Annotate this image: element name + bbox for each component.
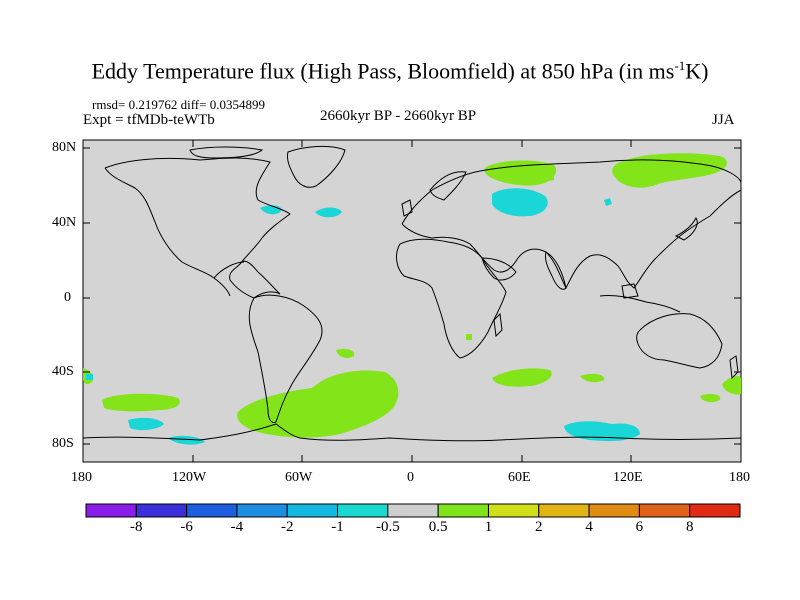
colorbar-label: -2 xyxy=(280,519,294,535)
lon-label-60e: 60E xyxy=(508,470,531,485)
coast-greenland xyxy=(287,145,346,188)
colorbar-swatch xyxy=(689,503,741,518)
coast-africa xyxy=(396,238,507,359)
patch-siberia-west xyxy=(484,160,557,186)
patch-sw-atlantic-small xyxy=(466,334,472,340)
coast-madagascar xyxy=(493,312,503,338)
patch-indian-east xyxy=(580,373,605,383)
coast-arabia xyxy=(481,257,517,281)
coast-uk xyxy=(401,199,413,217)
colorbar-label: -6 xyxy=(180,519,193,535)
title-main: Eddy Temperature flux (High Pass, Bloomf… xyxy=(91,58,675,84)
positive-anomaly-patches xyxy=(83,153,741,438)
colorbar-label: 1 xyxy=(484,519,493,535)
patch-indian-sub xyxy=(564,421,640,442)
patch-indian-south xyxy=(492,368,552,387)
colorbar-label: 6 xyxy=(635,519,644,535)
patch-southern-pacific xyxy=(102,393,180,412)
coast-north-america xyxy=(104,157,291,299)
coast-na-west xyxy=(104,167,231,297)
patch-kara xyxy=(542,172,554,182)
title-superscript: -1 xyxy=(674,58,686,73)
patch-south-pacific-north xyxy=(336,348,355,358)
coast-gulf xyxy=(213,261,245,279)
colorbar-label: -8 xyxy=(130,519,143,535)
axis-ticks xyxy=(82,140,742,462)
colorbar-label: -0.5 xyxy=(375,519,400,535)
coast-borneo xyxy=(621,283,639,299)
colorbar-label: 4 xyxy=(585,519,593,535)
lat-label-80s: 80S xyxy=(52,436,74,451)
negative-anomaly-patches xyxy=(86,188,640,445)
chart-title: Eddy Temperature flux (High Pass, Bloomf… xyxy=(0,58,800,84)
period-label: 2660kyr BP - 2660kyr BP xyxy=(320,108,477,124)
coastlines xyxy=(82,145,742,442)
colorbar-swatch xyxy=(236,503,288,518)
colorbar-label: -1 xyxy=(331,519,344,535)
patch-north-atlantic xyxy=(315,207,342,218)
colorbar-swatch xyxy=(437,503,489,518)
patch-ural xyxy=(492,188,548,217)
coast-south-america xyxy=(248,294,323,423)
patch-australia-south xyxy=(722,376,741,395)
coast-indonesia xyxy=(599,295,681,313)
colorbar-swatch xyxy=(387,503,439,518)
lon-label-180e: 180 xyxy=(729,470,750,485)
colorbar-swatch xyxy=(588,503,640,518)
colorbar-swatch xyxy=(337,503,389,518)
lon-label-120w: 120W xyxy=(172,470,207,485)
patch-ross-small xyxy=(168,435,205,445)
map-background xyxy=(82,139,742,463)
colorbar-label: -4 xyxy=(230,519,244,535)
coast-eurasia-south xyxy=(401,189,742,290)
colorbar-label: 2 xyxy=(535,519,543,535)
lon-label-60w: 60W xyxy=(285,470,313,485)
patch-pacific-south xyxy=(128,417,164,431)
experiment-label: Expt = tfMDb-teWTb xyxy=(83,112,215,128)
lat-label-40s: 40S xyxy=(52,364,74,379)
colorbar-swatch xyxy=(487,503,540,518)
colorbar-swatch xyxy=(85,503,137,518)
patch-drake-large xyxy=(237,370,399,438)
coast-antarctica xyxy=(82,423,742,442)
patch-south-pacific-tiny xyxy=(86,374,93,380)
colorbar-swatch xyxy=(638,503,691,518)
lon-label-0: 0 xyxy=(407,470,414,485)
title-end: K) xyxy=(685,58,709,84)
colorbar-swatch xyxy=(538,503,590,518)
colorbar-label: 8 xyxy=(685,519,694,535)
patch-australia-south-2 xyxy=(700,393,721,403)
colorbar-swatch xyxy=(135,503,188,518)
lat-label-40n: 40N xyxy=(52,215,77,230)
lat-label-80n: 80N xyxy=(52,140,77,155)
coast-arctic-islands xyxy=(189,146,264,159)
coast-india xyxy=(545,251,567,290)
patch-atlantic-south xyxy=(345,394,369,406)
season-label: JJA xyxy=(712,112,735,128)
stats-line: rmsd= 0.219762 diff= 0.0354899 xyxy=(92,97,265,112)
lat-label-0: 0 xyxy=(64,290,71,305)
colorbar-label: 0.5 xyxy=(428,519,448,535)
coast-scandinavia xyxy=(429,171,467,201)
coast-eurasia xyxy=(401,159,742,225)
colorbar-swatch xyxy=(286,503,339,518)
lon-label-120e: 120E xyxy=(613,470,643,485)
coast-japan xyxy=(674,217,698,241)
patch-siberia-east xyxy=(612,153,727,188)
colorbar-swatch xyxy=(186,503,238,518)
lon-label-180w: 180 xyxy=(71,470,92,485)
coast-australia xyxy=(636,313,723,369)
patch-ural-small xyxy=(604,198,612,206)
